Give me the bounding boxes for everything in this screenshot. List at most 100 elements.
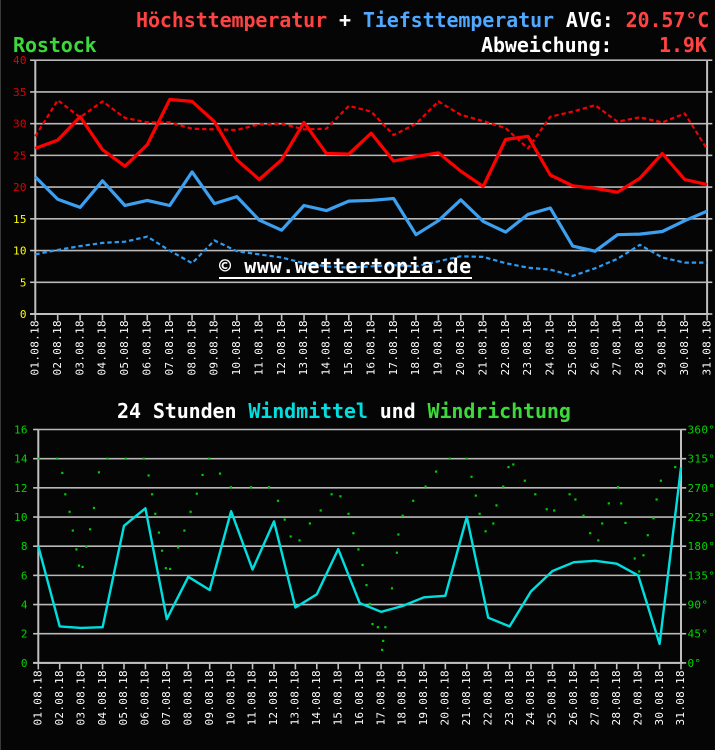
y-axis-label: 30 [13, 118, 27, 131]
station-label: Rostock [13, 35, 97, 55]
series-h-chsttemperatur [34, 97, 708, 194]
x-axis-label: 18.08.18 [396, 670, 409, 725]
wind-direction-dot [64, 493, 67, 496]
series-windmittel [37, 467, 683, 646]
wind-direction-dot [607, 502, 610, 505]
wind-direction-dot [319, 509, 322, 512]
x-axis-label: 11.08.18 [252, 320, 265, 375]
x-axis-label: 03.08.18 [73, 320, 86, 375]
y-axis-label: 10 [13, 245, 27, 258]
wind-direction-dot [81, 565, 84, 568]
wind-direction-dot [507, 466, 510, 469]
x-axis-label: 23.08.18 [521, 320, 534, 375]
x-axis-label: 09.08.18 [203, 670, 216, 725]
wind-direction-dot [347, 512, 350, 515]
wind-direction-dot [474, 494, 477, 497]
x-axis-label: 24.08.18 [544, 320, 557, 375]
wind-direction-dot [283, 518, 286, 521]
right-axis-label: 135° [688, 569, 715, 582]
x-axis-label: 30.08.18 [653, 670, 666, 725]
wind-direction-dot [124, 457, 127, 460]
y-axis-label: 25 [13, 149, 27, 162]
wind-direction-dot [597, 539, 600, 542]
wind-direction-dot [154, 512, 157, 515]
x-axis-label: 20.08.18 [439, 670, 452, 725]
wind-direction-dot [512, 463, 515, 466]
wind-direction-dot [308, 522, 311, 525]
wind-direction-dot [330, 493, 333, 496]
wind-direction-dot [352, 532, 355, 535]
y-axis-label: 20 [13, 181, 27, 194]
x-axis-label: 01.08.18 [29, 320, 42, 375]
wind-direction-dot [395, 551, 398, 554]
x-axis-label: 04.08.18 [96, 320, 109, 375]
wind-direction-dot [638, 570, 641, 573]
x-axis-label: 11.08.18 [246, 670, 259, 725]
header-line1: Höchsttemperatur + Tiefsttemperatur AVG:… [136, 10, 709, 30]
wind-direction-dot [161, 549, 164, 552]
x-axis-label: 19.08.18 [417, 670, 430, 725]
x-axis-label: 14.08.18 [320, 320, 333, 375]
wind-direction-dot [267, 486, 271, 489]
x-axis-label: 06.08.18 [140, 320, 153, 375]
wind-direction-dot [534, 493, 537, 496]
x-axis-label: 06.08.18 [139, 670, 152, 725]
watermark: © www.wettertopia.de [219, 256, 472, 279]
right-axis-label: 90° [688, 599, 709, 612]
wind-direction-dot [339, 495, 342, 498]
x-axis-label: 29.08.18 [656, 320, 669, 375]
y-axis-label: 10 [14, 511, 28, 524]
wind-direction-dot [151, 493, 154, 496]
wind-direction-dot [568, 493, 571, 496]
x-axis-label: 09.08.18 [208, 320, 221, 375]
wind-direction-dot [357, 548, 360, 551]
wind-direction-dot [276, 499, 280, 502]
wind-direction-dot [71, 529, 74, 532]
wind-direction-dot [545, 508, 548, 511]
deviation-value-text: 1.9K [659, 33, 707, 57]
wind-direction-dot [201, 473, 204, 476]
x-axis-label: 20.08.18 [454, 320, 467, 375]
x-axis-label: 05.08.18 [118, 320, 131, 375]
header-avg-label: AVG: [553, 8, 626, 32]
watermark-text: © www.wettertopia.de [219, 254, 472, 278]
page-left-border [0, 0, 1, 750]
wind-direction-dot [582, 514, 585, 517]
x-axis-label: 21.08.18 [476, 320, 489, 375]
wind-direction-dot [435, 470, 438, 473]
y-axis-label: 0 [21, 657, 28, 670]
wind-direction-dot [652, 517, 655, 520]
wind-direction-dot [642, 554, 645, 557]
x-axis-label: 02.08.18 [51, 320, 64, 375]
right-axis-label: 225° [688, 511, 715, 524]
deviation-label-text: Abweichung: [481, 33, 613, 57]
x-axis-label: 14.08.18 [310, 670, 323, 725]
right-axis-label: 315° [688, 453, 715, 466]
wind-direction-dot [448, 457, 451, 460]
x-axis-label: 22.08.18 [499, 320, 512, 375]
wind-direction-dot [97, 471, 100, 474]
wind-direction-dot [624, 521, 627, 524]
x-axis-label: 13.08.18 [297, 320, 310, 375]
wind-direction-dot [674, 466, 677, 469]
wind-direction-dot [249, 486, 253, 489]
wind-direction-dot [382, 639, 385, 642]
right-axis-label: 360° [688, 424, 715, 437]
x-axis-label: 29.08.18 [631, 670, 644, 725]
y-axis-label: 4 [21, 599, 28, 612]
wind-direction-dot [77, 564, 81, 567]
x-axis-label: 31.08.18 [700, 320, 713, 375]
wind-direction-dot [397, 533, 400, 536]
x-axis-label: 07.08.18 [160, 670, 173, 725]
wind-direction-dot [195, 492, 198, 495]
x-axis-label: 07.08.18 [163, 320, 176, 375]
x-axis-label: 15.08.18 [331, 670, 344, 725]
wind-direction-dot [183, 529, 186, 532]
wind-direction-dot [633, 557, 636, 560]
y-axis-label: 6 [21, 569, 28, 582]
x-axis-label: 10.08.18 [230, 320, 243, 375]
x-axis-label: 12.08.18 [275, 320, 288, 375]
x-axis-label: 04.08.18 [96, 670, 109, 725]
